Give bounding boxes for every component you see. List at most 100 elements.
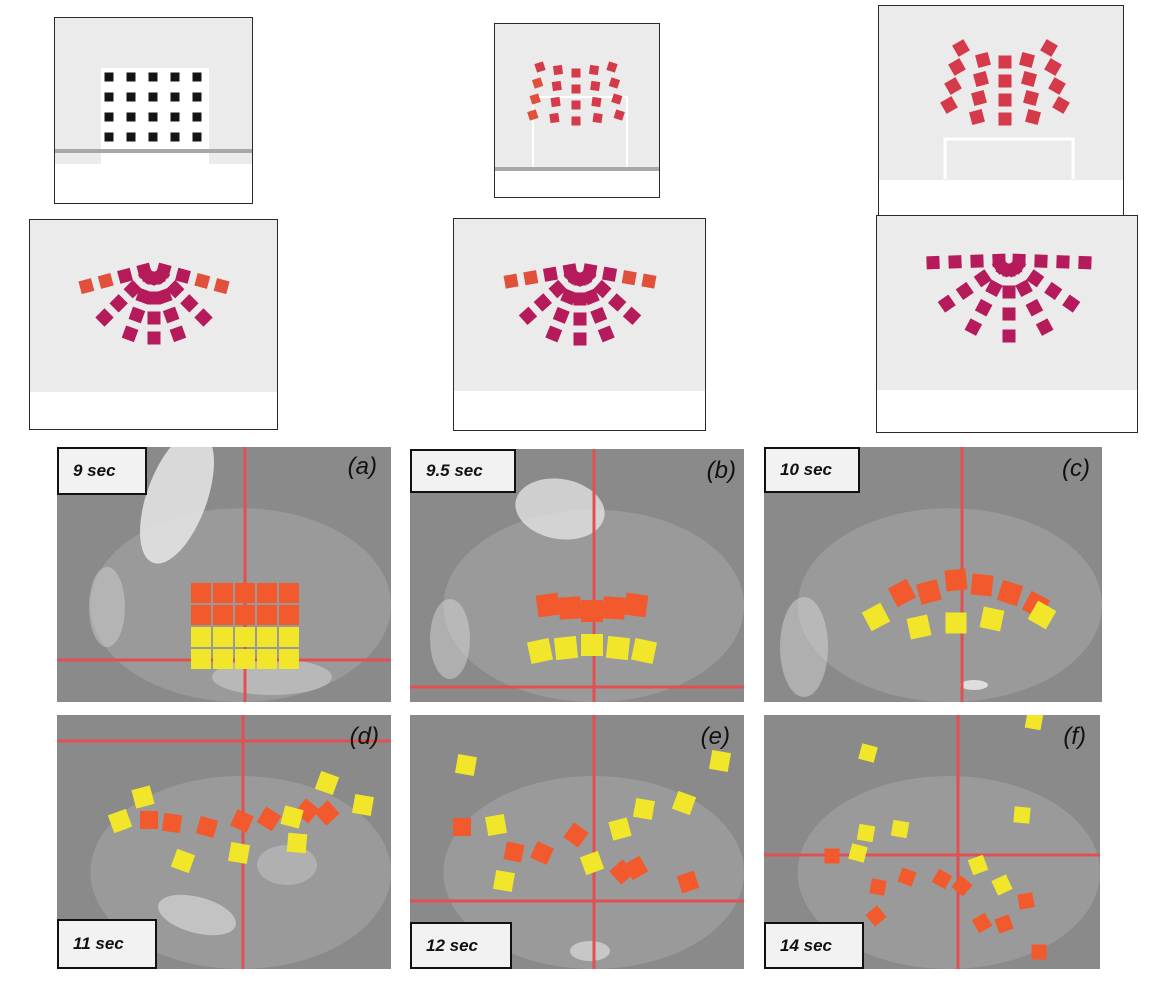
- photo-panel-a: 9 sec (a): [57, 447, 391, 702]
- agent-square: [180, 294, 199, 313]
- light-reflection: [570, 941, 610, 961]
- robot: [996, 579, 1024, 607]
- agent-square: [548, 279, 567, 299]
- agent-square: [1040, 39, 1058, 57]
- sim-frame-6: [876, 215, 1138, 433]
- agent-square: [571, 100, 581, 110]
- robot: [991, 874, 1013, 896]
- panel-label-e: (e): [700, 723, 730, 750]
- agent-square: [1015, 279, 1033, 298]
- sim-drawing-2: [495, 61, 659, 171]
- sim-frame-1: [54, 17, 253, 204]
- agent-square: [606, 61, 618, 73]
- robot: [279, 583, 299, 603]
- light-reflection: [257, 845, 317, 885]
- agent-square: [592, 112, 603, 124]
- robot: [213, 627, 233, 647]
- agent-square: [550, 96, 561, 108]
- agent-square: [607, 293, 627, 312]
- robot: [623, 592, 649, 618]
- robot: [213, 605, 233, 625]
- agent-square: [1052, 96, 1070, 114]
- agent-square: [590, 306, 608, 324]
- sim-drawing-5: [503, 263, 657, 346]
- robot: [280, 805, 304, 829]
- agent-square: [593, 279, 612, 299]
- agent-square: [998, 74, 1012, 88]
- agent-square: [148, 112, 158, 122]
- agent-square: [155, 287, 173, 305]
- robot: [107, 808, 133, 834]
- robot: [861, 602, 891, 632]
- agent-square: [549, 112, 560, 124]
- agent-square: [975, 52, 991, 68]
- time-label-a: 9 sec: [57, 447, 147, 495]
- time-label-c: 10 sec: [764, 447, 860, 493]
- agent-square: [948, 58, 966, 76]
- agent-square: [1002, 307, 1016, 321]
- agent-square: [542, 266, 558, 282]
- photo-panel-b: 9.5 sec (b): [410, 449, 744, 702]
- robot: [131, 785, 155, 809]
- light-reflection: [89, 567, 125, 647]
- light-reflection: [515, 478, 605, 540]
- agent-square: [613, 109, 625, 121]
- agent-square: [573, 312, 587, 326]
- agent-square: [940, 96, 958, 114]
- agent-square: [104, 112, 114, 122]
- agent-square: [971, 90, 987, 106]
- robot: [1031, 944, 1047, 960]
- agent-square: [162, 306, 180, 324]
- sim-drawing-4: [78, 262, 230, 345]
- agent-square: [531, 77, 544, 89]
- agent-square: [573, 332, 587, 346]
- agent-square: [121, 325, 139, 343]
- robot: [503, 841, 525, 863]
- robot: [630, 637, 658, 665]
- robot: [213, 649, 233, 669]
- robot: [453, 818, 471, 836]
- agent-square: [147, 311, 161, 325]
- agent-square: [1035, 318, 1054, 336]
- agent-square: [571, 68, 581, 78]
- agent-square: [192, 132, 202, 142]
- agent-square: [170, 72, 180, 82]
- agent-square: [611, 93, 623, 105]
- robot: [235, 605, 255, 625]
- agent-square: [551, 80, 562, 92]
- agent-square: [545, 325, 563, 343]
- robot: [848, 843, 868, 863]
- agent-square: [1062, 294, 1081, 313]
- robot: [286, 832, 308, 854]
- robot: [897, 867, 917, 887]
- agent-square: [1025, 298, 1044, 317]
- robot: [530, 841, 554, 865]
- agent-square: [1044, 58, 1062, 76]
- photo-drawing-b: [410, 449, 744, 702]
- agent-square: [571, 84, 581, 94]
- floor-dish: [797, 508, 1102, 702]
- agent-square: [1012, 253, 1026, 268]
- agent-square: [175, 267, 191, 284]
- time-label-e: 12 sec: [410, 922, 512, 969]
- agent-square: [104, 92, 114, 102]
- agent-square: [998, 93, 1012, 107]
- photo-drawing-d: [57, 715, 391, 969]
- sim-frame-4: [29, 219, 278, 430]
- robot: [257, 605, 277, 625]
- robot: [979, 606, 1005, 632]
- agent-square: [192, 72, 202, 82]
- robot: [602, 596, 626, 620]
- robot: [492, 869, 516, 893]
- agent-square: [518, 306, 538, 326]
- agent-square: [104, 72, 114, 82]
- agent-square: [560, 288, 578, 306]
- agent-square: [590, 80, 601, 92]
- robot: [824, 848, 840, 864]
- agent-square: [591, 96, 602, 108]
- agent-square: [1019, 52, 1035, 68]
- agent-square: [937, 294, 956, 313]
- agent-square: [608, 77, 621, 89]
- agent-square: [104, 132, 114, 142]
- agent-square: [952, 39, 970, 57]
